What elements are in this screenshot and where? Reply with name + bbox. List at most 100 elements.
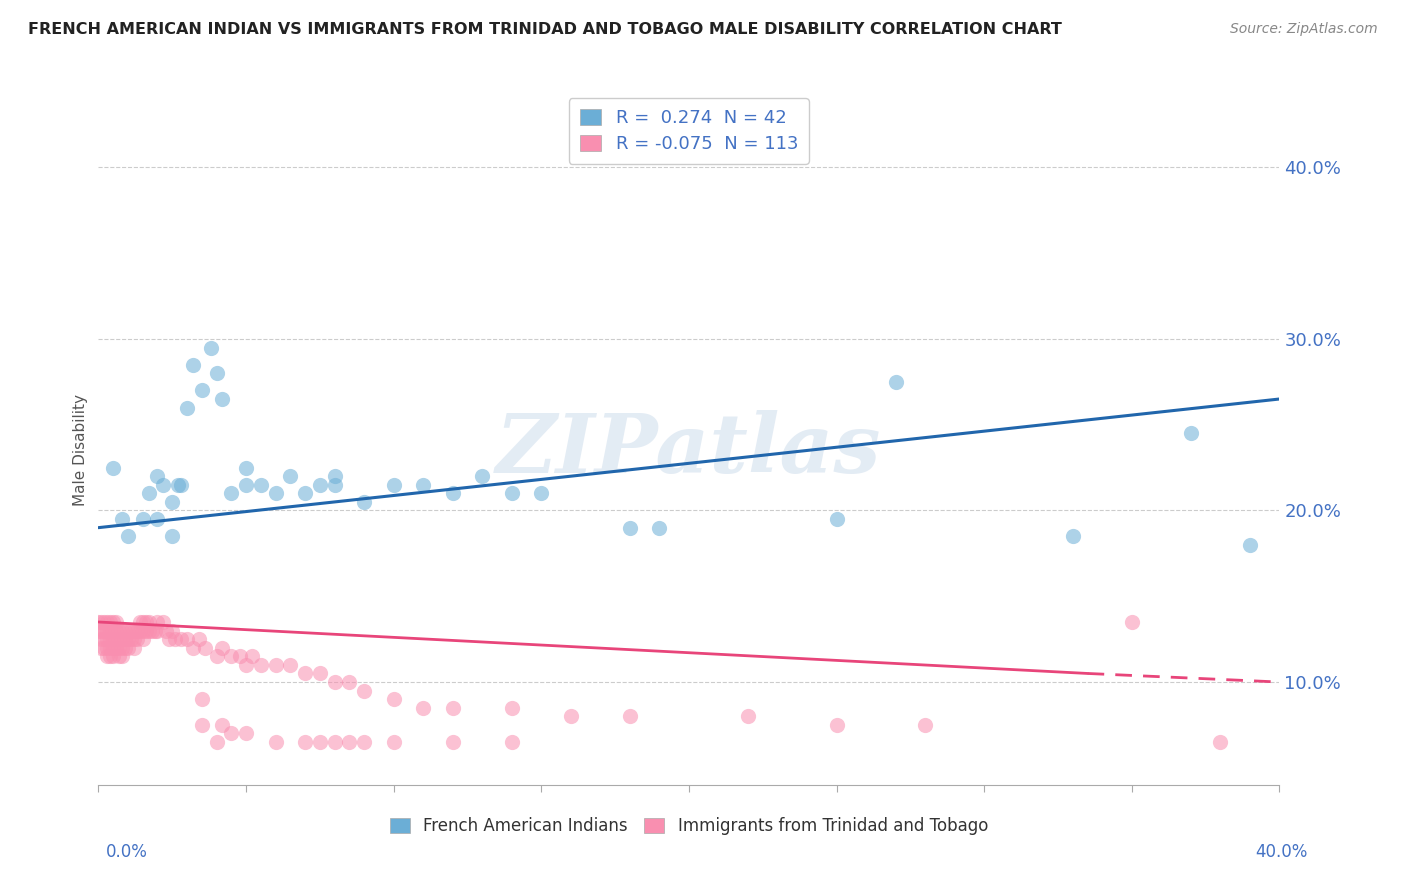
Point	[90, 640, 112, 655]
Point	[200, 341, 222, 355]
Point	[441, 700, 464, 714]
Point	[90, 624, 112, 638]
Point	[96, 640, 118, 655]
Point	[103, 632, 125, 647]
Point	[884, 375, 907, 389]
Point	[111, 624, 134, 638]
Point	[155, 624, 177, 638]
Point	[412, 700, 434, 714]
Point	[194, 640, 217, 655]
Point	[117, 640, 139, 655]
Point	[93, 624, 115, 638]
Point	[914, 718, 936, 732]
Point	[157, 632, 180, 647]
Point	[111, 649, 134, 664]
Point	[250, 477, 273, 491]
Point	[90, 615, 112, 629]
Point	[125, 624, 148, 638]
Point	[98, 615, 121, 629]
Point	[191, 384, 214, 398]
Point	[120, 632, 142, 647]
Point	[96, 624, 118, 638]
Point	[128, 624, 150, 638]
Point	[122, 624, 145, 638]
Point	[93, 640, 115, 655]
Point	[294, 735, 316, 749]
Legend: French American Indians, Immigrants from Trinidad and Tobago: French American Indians, Immigrants from…	[381, 809, 997, 844]
Point	[323, 675, 346, 690]
Point	[501, 735, 523, 749]
Point	[138, 615, 160, 629]
Point	[108, 640, 131, 655]
Point	[132, 512, 155, 526]
Point	[103, 615, 125, 629]
Point	[111, 640, 134, 655]
Point	[108, 649, 131, 664]
Point	[211, 392, 233, 406]
Point	[187, 632, 209, 647]
Point	[117, 632, 139, 647]
Point	[111, 512, 134, 526]
Point	[122, 640, 145, 655]
Point	[205, 735, 228, 749]
Point	[235, 657, 257, 672]
Point	[125, 632, 148, 647]
Point	[441, 735, 464, 749]
Point	[176, 401, 198, 415]
Point	[382, 692, 405, 706]
Text: Source: ZipAtlas.com: Source: ZipAtlas.com	[1230, 22, 1378, 37]
Text: FRENCH AMERICAN INDIAN VS IMMIGRANTS FROM TRINIDAD AND TOBAGO MALE DISABILITY CO: FRENCH AMERICAN INDIAN VS IMMIGRANTS FRO…	[28, 22, 1062, 37]
Point	[501, 486, 523, 500]
Point	[176, 632, 198, 647]
Text: ZIPatlas: ZIPatlas	[496, 410, 882, 491]
Point	[181, 358, 204, 372]
Point	[87, 624, 110, 638]
Point	[530, 486, 553, 500]
Point	[138, 486, 160, 500]
Point	[648, 521, 671, 535]
Point	[93, 632, 115, 647]
Point	[103, 640, 125, 655]
Point	[309, 666, 332, 681]
Point	[1062, 529, 1084, 543]
Point	[264, 657, 287, 672]
Point	[114, 632, 136, 647]
Point	[128, 615, 150, 629]
Point	[132, 615, 155, 629]
Point	[170, 477, 193, 491]
Point	[96, 632, 118, 647]
Point	[339, 675, 361, 690]
Point	[309, 477, 332, 491]
Point	[103, 649, 125, 664]
Point	[280, 657, 302, 672]
Point	[105, 640, 128, 655]
Point	[98, 624, 121, 638]
Point	[108, 624, 131, 638]
Point	[162, 529, 183, 543]
Point	[96, 649, 118, 664]
Point	[1239, 538, 1261, 552]
Point	[162, 624, 183, 638]
Point	[108, 632, 131, 647]
Point	[103, 624, 125, 638]
Point	[250, 657, 273, 672]
Point	[162, 495, 183, 509]
Point	[619, 709, 641, 723]
Point	[211, 718, 233, 732]
Point	[471, 469, 494, 483]
Point	[132, 632, 155, 647]
Point	[98, 640, 121, 655]
Point	[382, 477, 405, 491]
Text: 40.0%: 40.0%	[1256, 843, 1308, 861]
Point	[264, 735, 287, 749]
Point	[353, 735, 375, 749]
Point	[235, 477, 257, 491]
Point	[264, 486, 287, 500]
Point	[96, 615, 118, 629]
Point	[167, 477, 190, 491]
Point	[229, 649, 252, 664]
Point	[146, 469, 169, 483]
Point	[323, 735, 346, 749]
Point	[619, 521, 641, 535]
Point	[211, 640, 233, 655]
